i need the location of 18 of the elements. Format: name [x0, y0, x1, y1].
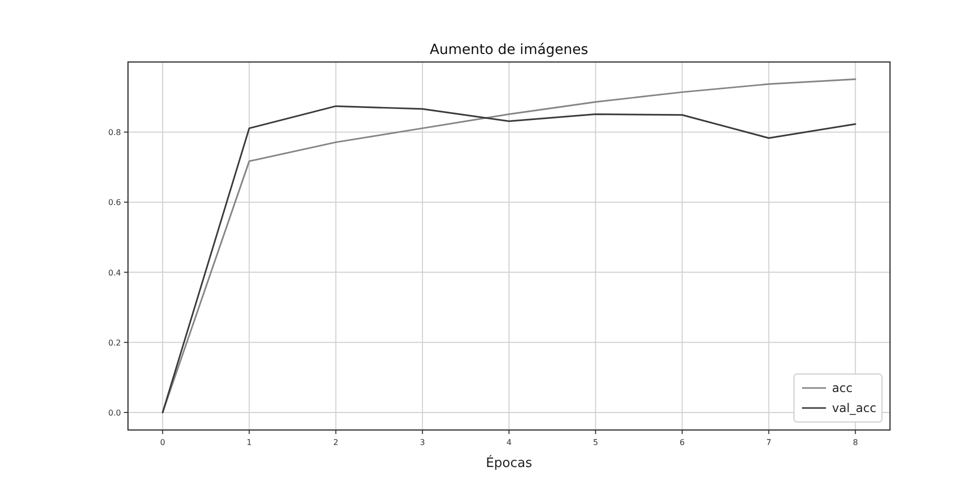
x-axis-title: Épocas: [486, 454, 532, 471]
x-tick-label: 2: [333, 438, 338, 447]
x-tick-label: 3: [420, 438, 425, 447]
x-tick-label: 7: [766, 438, 772, 447]
x-tick-label: 0: [160, 438, 166, 447]
x-tick-label: 6: [680, 438, 685, 447]
y-tick-label: 0.4: [108, 268, 121, 278]
y-tick-label: 0.8: [108, 128, 121, 138]
x-tick-label: 1: [246, 438, 252, 447]
x-tick-label: 5: [593, 438, 598, 447]
chart-title: Aumento de imágenes: [430, 42, 588, 58]
legend-label: val_acc: [832, 401, 876, 415]
x-tick-label: 8: [852, 438, 858, 447]
legend-label: acc: [832, 381, 853, 395]
y-tick-label: 0.0: [108, 408, 121, 418]
y-tick-label: 0.6: [108, 198, 121, 208]
x-tick-label: 4: [506, 438, 512, 447]
y-tick-label: 0.2: [108, 338, 121, 348]
